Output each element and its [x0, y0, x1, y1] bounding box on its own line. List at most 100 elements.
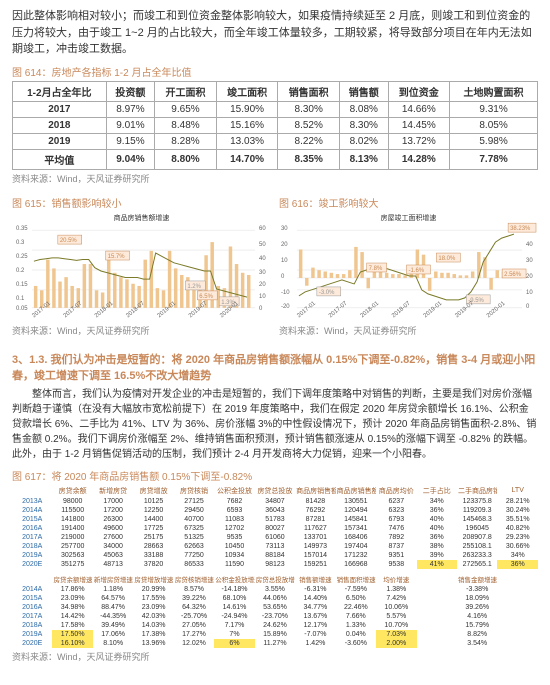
- table-row: 2019A17.50%17.06%17.38%17.27%7%15.89%-7.…: [12, 630, 538, 639]
- chart-616: 房屋竣工面积增速 302010 0-10-20 504030 20100 -3.…: [279, 212, 538, 322]
- table-row: 20178.97%9.65%15.90%8.30%8.08%14.66%9.31…: [13, 101, 538, 117]
- table-header: LTV: [497, 485, 538, 497]
- table-header: 二手商品房销售额: [457, 485, 497, 497]
- section-1-3-body: 整体而言，我们认为疫情对开发企业的冲击是短暂的，我们下调年度策略中对销售的判断，…: [12, 387, 538, 462]
- svg-text:20.5%: 20.5%: [60, 238, 78, 244]
- table-header: 到位资金: [388, 81, 450, 101]
- table-row: 2020E16.10%8.10%13.96%12.02%6%11.27%1.42…: [12, 639, 538, 648]
- table-header: 新增房贷增速: [93, 574, 133, 585]
- svg-text:1.2%: 1.2%: [187, 283, 201, 289]
- table-header: 销售面积: [278, 81, 340, 101]
- table-row: 2020E35127548713378208653311590981231592…: [12, 560, 538, 569]
- table-row: 2013A98000170001012527125768234807814281…: [12, 497, 538, 506]
- table-row: 2015A14180026300144004070011083517838728…: [12, 515, 538, 524]
- table-row: 2019A30256345063331887725010934881841570…: [12, 551, 538, 560]
- table-row: 2017A14.42%-44.35%42.03%-25.70%-24.94%-2…: [12, 612, 538, 621]
- fig616-source: 资料来源：Wind，天风证券研究所: [279, 324, 538, 337]
- svg-text:2.56%: 2.56%: [504, 271, 522, 277]
- svg-text:10: 10: [281, 258, 288, 264]
- svg-text:40: 40: [259, 256, 266, 262]
- table-header: 销售额: [340, 81, 389, 101]
- table-row: 平均值9.04%8.80%14.70%8.35%8.13%14.28%7.78%: [13, 149, 538, 169]
- table-617: 房贷余额新增房贷房贷增放房贷核销公积金投放房贷总投放商品房销售额商品房销售额敞口…: [12, 485, 538, 648]
- table-header: 商品房销售额: [295, 485, 335, 497]
- table-614: 1-2月占全年比投资额开工面积竣工面积销售面积销售额到位资金土地购置面积 201…: [12, 81, 538, 170]
- svg-text:2019-01: 2019-01: [423, 300, 444, 319]
- svg-text:0.05: 0.05: [16, 305, 28, 311]
- fig614-label: 图 614：房地产各指标 1-2 月占全年比值: [12, 64, 538, 79]
- table-header: 公积金投放: [214, 485, 254, 497]
- table-header: [12, 574, 52, 585]
- table-header: 投资额: [106, 81, 155, 101]
- table-header: 房贷余额增速: [52, 574, 92, 585]
- svg-text:-3.0%: -3.0%: [319, 289, 335, 295]
- svg-text:10: 10: [259, 293, 266, 299]
- table-header: 商品房均价: [376, 485, 416, 497]
- table-header: 新增房贷: [93, 485, 133, 497]
- table-header: 房贷总投放: [255, 485, 295, 497]
- fig614-source: 资料来源：Wind，天风证券研究所: [12, 172, 538, 185]
- fig615-source: 资料来源：Wind，天风证券研究所: [12, 324, 271, 337]
- table-header: 公积金投放增速: [214, 574, 254, 585]
- table-header: 房贷增放: [133, 485, 173, 497]
- svg-text:-10: -10: [281, 289, 290, 295]
- intro-paragraph: 因此整体影响相对较小；而竣工和到位资金整体影响较大，如果疫情持续延至 2 月底，…: [12, 8, 538, 58]
- svg-text:2017-01: 2017-01: [296, 300, 317, 319]
- svg-text:0: 0: [526, 303, 530, 309]
- table-header: 1-2月占全年比: [13, 81, 107, 101]
- svg-text:-1.6%: -1.6%: [409, 267, 425, 273]
- svg-text:30: 30: [526, 258, 533, 264]
- svg-text:0.35: 0.35: [16, 226, 28, 232]
- svg-text:0: 0: [281, 273, 285, 279]
- svg-text:10: 10: [526, 289, 533, 295]
- svg-text:2018-01: 2018-01: [360, 300, 381, 319]
- svg-text:-20: -20: [281, 303, 290, 309]
- svg-text:6.5%: 6.5%: [199, 293, 213, 299]
- svg-text:7.8%: 7.8%: [369, 265, 383, 271]
- table-row: 2017A21900027600251755132595356106013370…: [12, 533, 538, 542]
- table-header: 二手占比: [417, 485, 457, 497]
- fig617-label: 图 617：将 2020 年商品房销售额 0.15%下调至-0.82%: [12, 468, 538, 483]
- table-row: 2014A17.86%1.18%20.99%8.57%-14.18%3.55%-…: [12, 585, 538, 594]
- svg-text:0.1: 0.1: [16, 295, 25, 301]
- table-row: 2018A17.58%39.49%14.03%27.05%7.17%24.62%…: [12, 621, 538, 630]
- table-header: 竣工面积: [216, 81, 278, 101]
- table-header: 销售面积增速: [336, 574, 376, 585]
- svg-text:60: 60: [259, 226, 266, 232]
- table-row: 20189.01%8.48%15.16%8.52%8.30%14.45%8.05…: [13, 117, 538, 133]
- svg-text:0.3: 0.3: [16, 240, 25, 246]
- table-header: 土地购置面积: [450, 81, 538, 101]
- svg-text:30: 30: [281, 226, 288, 232]
- svg-text:2018-07: 2018-07: [391, 300, 412, 319]
- table-row: 2015A23.09%64.57%17.55%39.22%68.10%44.06…: [12, 594, 538, 603]
- table-row: 2016A34.98%88.47%23.09%64.32%14.61%53.65…: [12, 603, 538, 612]
- table-header: 销售额增速: [295, 574, 335, 585]
- fig616-label: 图 616：竣工影响较大: [279, 195, 538, 210]
- table-row: 2014A11550017200122502945065933604376292…: [12, 506, 538, 515]
- section-1-3-head: 3、1.3. 我们认为冲击是短暂的：将 2020 年商品房销售额涨幅从 0.15…: [12, 351, 538, 383]
- svg-text:2017-07: 2017-07: [328, 300, 349, 319]
- svg-text:20: 20: [526, 273, 533, 279]
- svg-text:0: 0: [259, 305, 263, 311]
- svg-text:2019-07: 2019-07: [454, 300, 475, 319]
- svg-text:15.7%: 15.7%: [108, 254, 126, 260]
- svg-text:50: 50: [259, 242, 266, 248]
- table-row: 2016A19140049600177256732512702800271176…: [12, 524, 538, 533]
- table-header: [12, 485, 52, 497]
- table-header: 房贷核销: [174, 485, 214, 497]
- table-header: 商品房销售额敞口: [336, 485, 376, 497]
- svg-text:20: 20: [281, 242, 288, 248]
- fig617-source: 资料来源：Wind，天风证券研究所: [12, 650, 538, 663]
- chart616-title: 房屋竣工面积增速: [381, 213, 437, 222]
- table-row: 2018A25770034000286636266310450731131499…: [12, 542, 538, 551]
- table-header: 房贷总投放增速: [255, 574, 295, 585]
- svg-text:2019-01: 2019-01: [157, 300, 178, 319]
- table-header: 房贷增放增速: [133, 574, 173, 585]
- table-header: 均价增速: [376, 574, 416, 585]
- table-header: 开工面积: [155, 81, 217, 101]
- svg-text:0.25: 0.25: [16, 254, 28, 260]
- fig615-label: 图 615：销售额影响较小: [12, 195, 271, 210]
- svg-text:40: 40: [526, 242, 533, 248]
- svg-text:38.23%: 38.23%: [510, 226, 531, 232]
- svg-text:0.2: 0.2: [16, 267, 25, 273]
